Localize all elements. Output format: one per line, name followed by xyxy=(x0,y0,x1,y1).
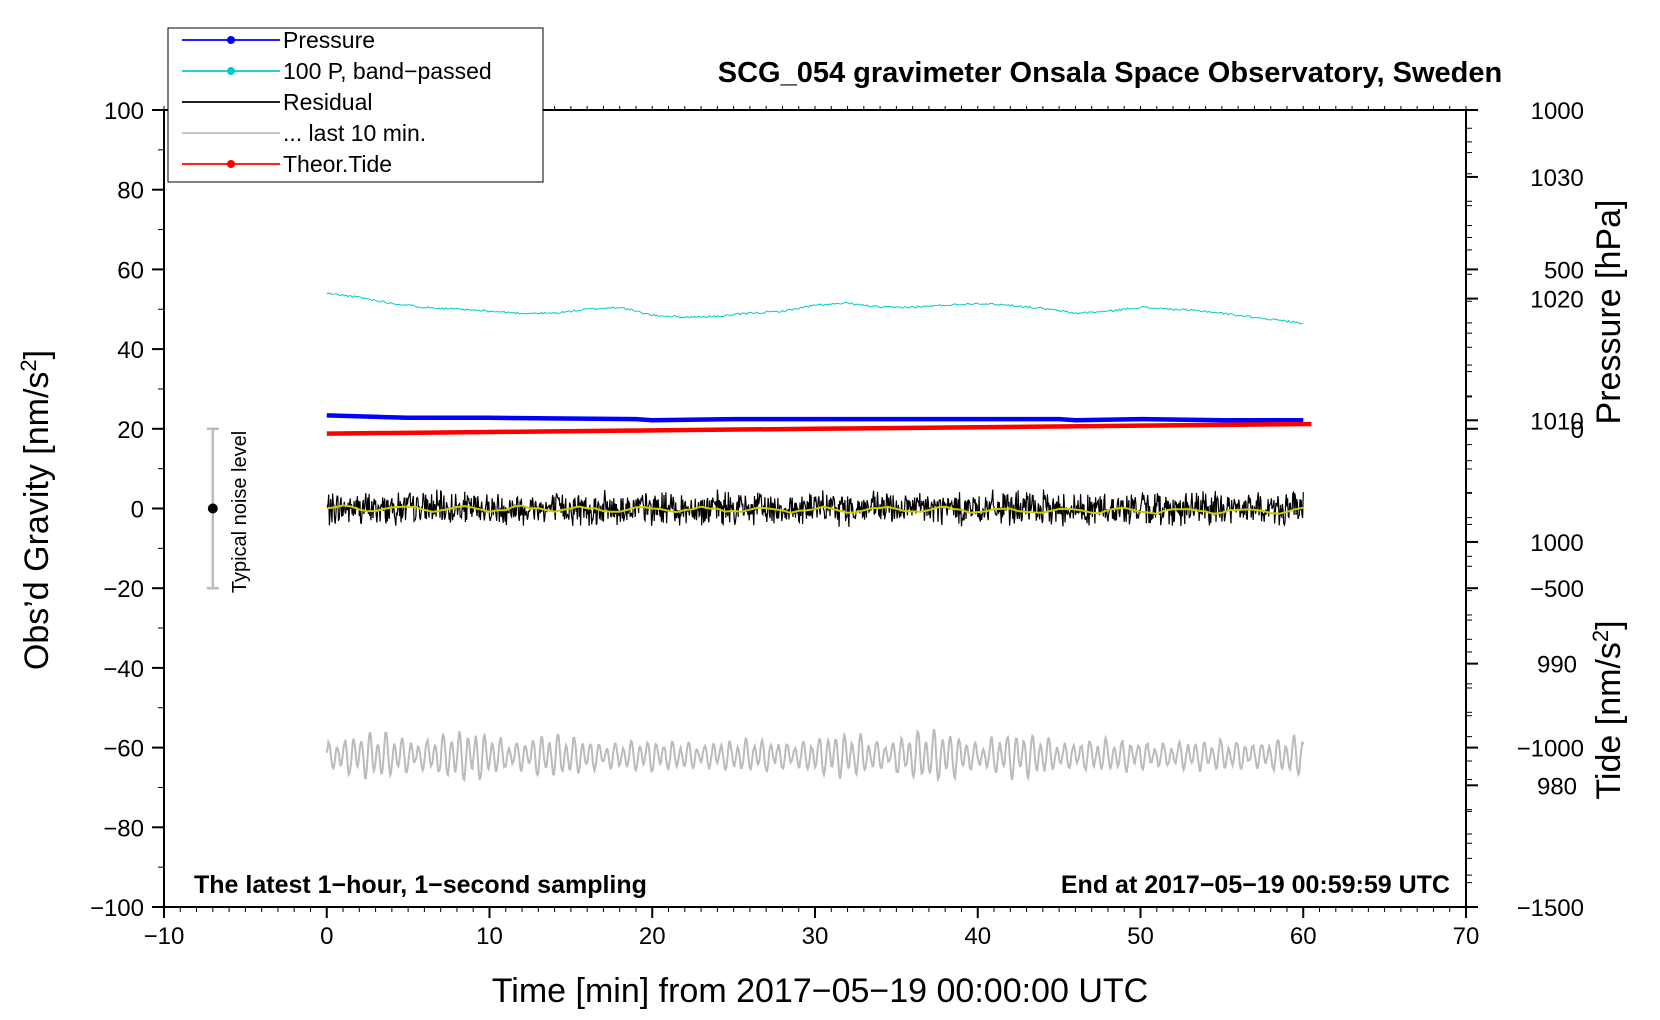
x-tick-label: 40 xyxy=(964,923,991,950)
pressure-tick-label: 1010 xyxy=(1530,408,1583,435)
x-tick-label: 30 xyxy=(802,923,829,950)
pressure-tick-label: 980 xyxy=(1537,773,1577,800)
legend-label: 100 P, band−passed xyxy=(283,58,492,84)
tide-tick-label: 1000 xyxy=(1531,98,1584,125)
legend-label: Residual xyxy=(283,89,373,115)
y-tick-label: −100 xyxy=(90,895,144,922)
x-axis-label: Time [min] from 2017−05−19 00:00:00 UTC xyxy=(492,972,1148,1010)
legend-label: Theor.Tide xyxy=(283,151,392,177)
series-last-10-min-line xyxy=(325,729,1305,783)
y-tick-label: 100 xyxy=(104,98,144,125)
y-tick-label: −80 xyxy=(103,815,144,842)
y-tick-label: 20 xyxy=(117,417,144,444)
residual-smoothed-line xyxy=(326,504,1304,515)
x-tick-label: −10 xyxy=(144,923,185,950)
y-tick-label: −60 xyxy=(103,736,144,763)
sampling-annotation: The latest 1−hour, 1−second sampling xyxy=(194,871,647,899)
end-time-annotation: End at 2017−05−19 00:59:59 UTC xyxy=(1061,871,1450,899)
legend-label: Pressure xyxy=(283,27,375,53)
series-pressure-line xyxy=(326,413,1304,423)
noise-level-point xyxy=(207,503,218,514)
x-tick-label: 0 xyxy=(320,923,333,950)
pressure-axis-label: Pressure [hPa] xyxy=(1590,200,1628,425)
x-tick-label: 20 xyxy=(639,923,666,950)
series-residual-line xyxy=(326,489,1304,527)
pressure-tick-label: 990 xyxy=(1537,652,1577,679)
x-tick-label: 10 xyxy=(476,923,503,950)
pressure-tick-label: 1020 xyxy=(1530,287,1583,314)
pressure-tick-label: 1030 xyxy=(1530,165,1583,192)
y-axis-label: Obs’d Gravity [nm/s2] xyxy=(16,350,56,670)
legend-box xyxy=(167,27,544,183)
noise-level-label: Typical noise level xyxy=(229,431,251,593)
pressure-tick-label: 1000 xyxy=(1530,530,1583,557)
tide-tick-label: −1000 xyxy=(1517,736,1584,763)
tide-tick-label: 500 xyxy=(1544,257,1584,284)
x-tick-label: 60 xyxy=(1290,923,1317,950)
legend-label: ... last 10 min. xyxy=(283,120,426,146)
legend-marker xyxy=(227,36,235,44)
y-tick-label: −40 xyxy=(103,656,144,683)
y-tick-label: 60 xyxy=(117,257,144,284)
series-layer xyxy=(206,292,1312,783)
legend-marker xyxy=(227,67,235,75)
tide-axis-label: Tide [nm/s2] xyxy=(1588,620,1628,799)
y-tick-label: 80 xyxy=(117,178,144,205)
series-band-passed-line xyxy=(326,292,1304,325)
series-tide-line xyxy=(326,421,1312,436)
tide-tick-label: −1500 xyxy=(1517,895,1584,922)
tide-tick-label: −500 xyxy=(1530,576,1584,603)
x-tick-label: 50 xyxy=(1127,923,1154,950)
legend-marker xyxy=(227,160,235,168)
legend: Pressure 100 P, band−passed Residual ... la… xyxy=(167,27,544,183)
tide-tick-label: 0 xyxy=(1571,417,1584,444)
y-tick-label: 0 xyxy=(131,497,144,524)
chart-title: SCG_054 gravimeter Onsala Space Observat… xyxy=(718,57,1502,89)
y-tick-label: 40 xyxy=(117,337,144,364)
axis-layer: −10 0 10 20 30 40 50 60 70100806040200−20−40−60−… xyxy=(90,98,1584,950)
x-tick-label: 70 xyxy=(1453,923,1480,950)
y-tick-label: −20 xyxy=(103,576,144,603)
